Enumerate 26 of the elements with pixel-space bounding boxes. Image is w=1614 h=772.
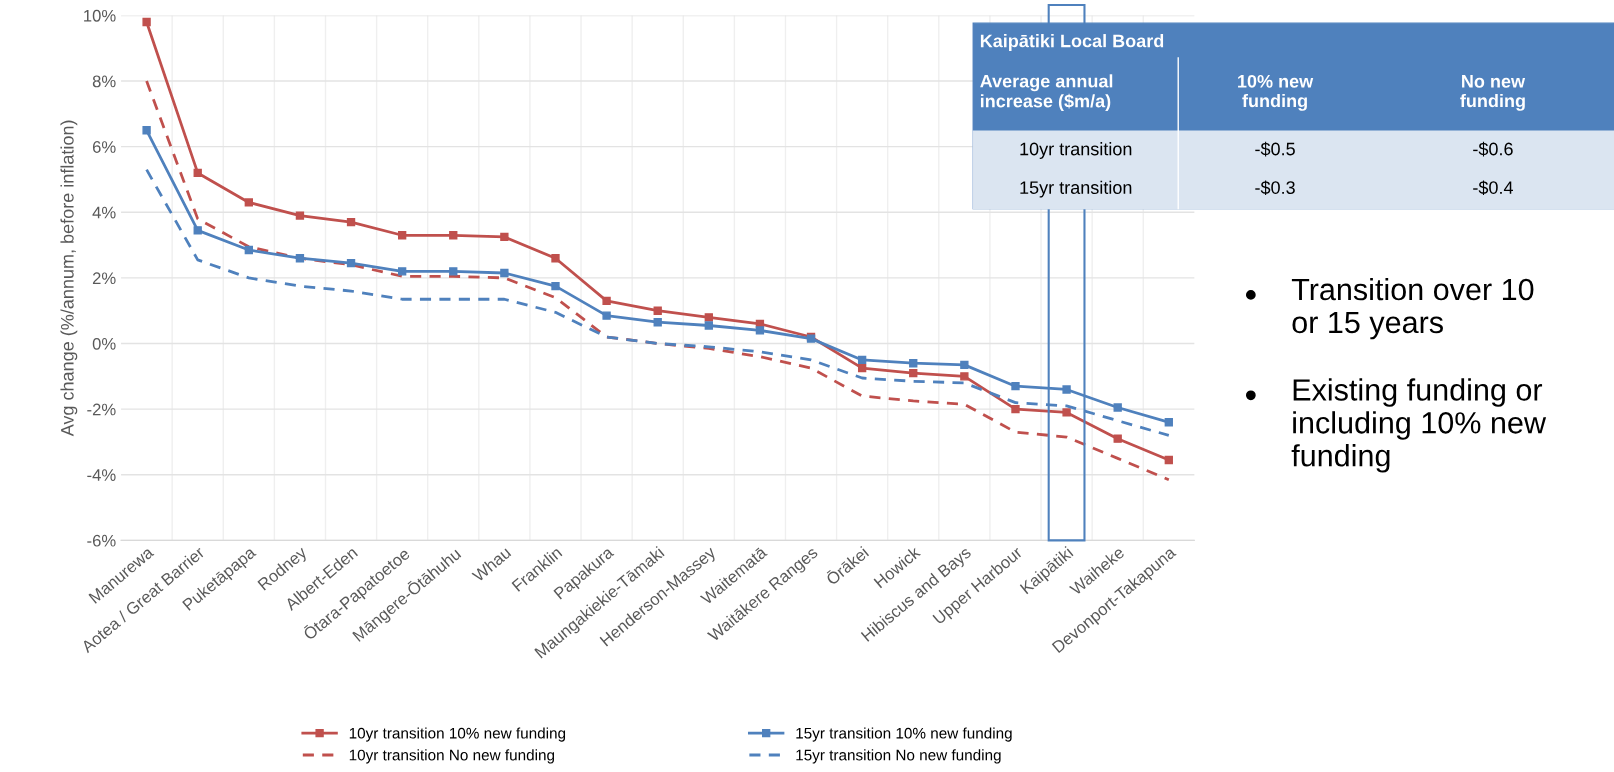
y-tick-label: 4%	[92, 206, 116, 219]
annotation: 15yr transition	[1020, 180, 1132, 198]
text: -$0.3	[1255, 180, 1295, 196]
legend-label: 15yr transition No new funding	[796, 749, 1001, 764]
text: -$0.6	[1473, 141, 1513, 157]
y-tick-label: -2%	[87, 403, 116, 416]
annotation: Kaipātiki Local Board	[980, 34, 1164, 51]
y-tick-label: 6%	[92, 141, 116, 153]
y-axis-title: Avg change (%/annum, before inflation)	[60, 120, 78, 437]
text: -$0.5	[1255, 141, 1295, 157]
text: -$0.4	[1473, 180, 1513, 196]
legend-label: 10yr transition 10% new funding	[349, 727, 566, 742]
text: Existing funding or including 10% new funding	[1291, 378, 1547, 473]
y-tick-label: 2%	[92, 272, 116, 285]
y-tick-label: -6%	[87, 534, 116, 547]
annotation: Average annual increase ($m/a)	[980, 74, 1113, 112]
text: No new funding	[1460, 75, 1526, 111]
y-tick-label: -4%	[87, 469, 116, 481]
y-tick-label: 10%	[84, 9, 116, 22]
text: 10% new funding	[1238, 74, 1314, 111]
annotation: 10yr transition	[1020, 142, 1132, 159]
y-tick-label: 0%	[92, 337, 116, 350]
legend-label: 15yr transition 10% new funding	[796, 727, 1012, 742]
text: Transition over 10 or 15 years	[1291, 277, 1534, 340]
y-tick-label: 8%	[92, 75, 116, 88]
legend-label: 10yr transition No new funding	[349, 749, 555, 764]
